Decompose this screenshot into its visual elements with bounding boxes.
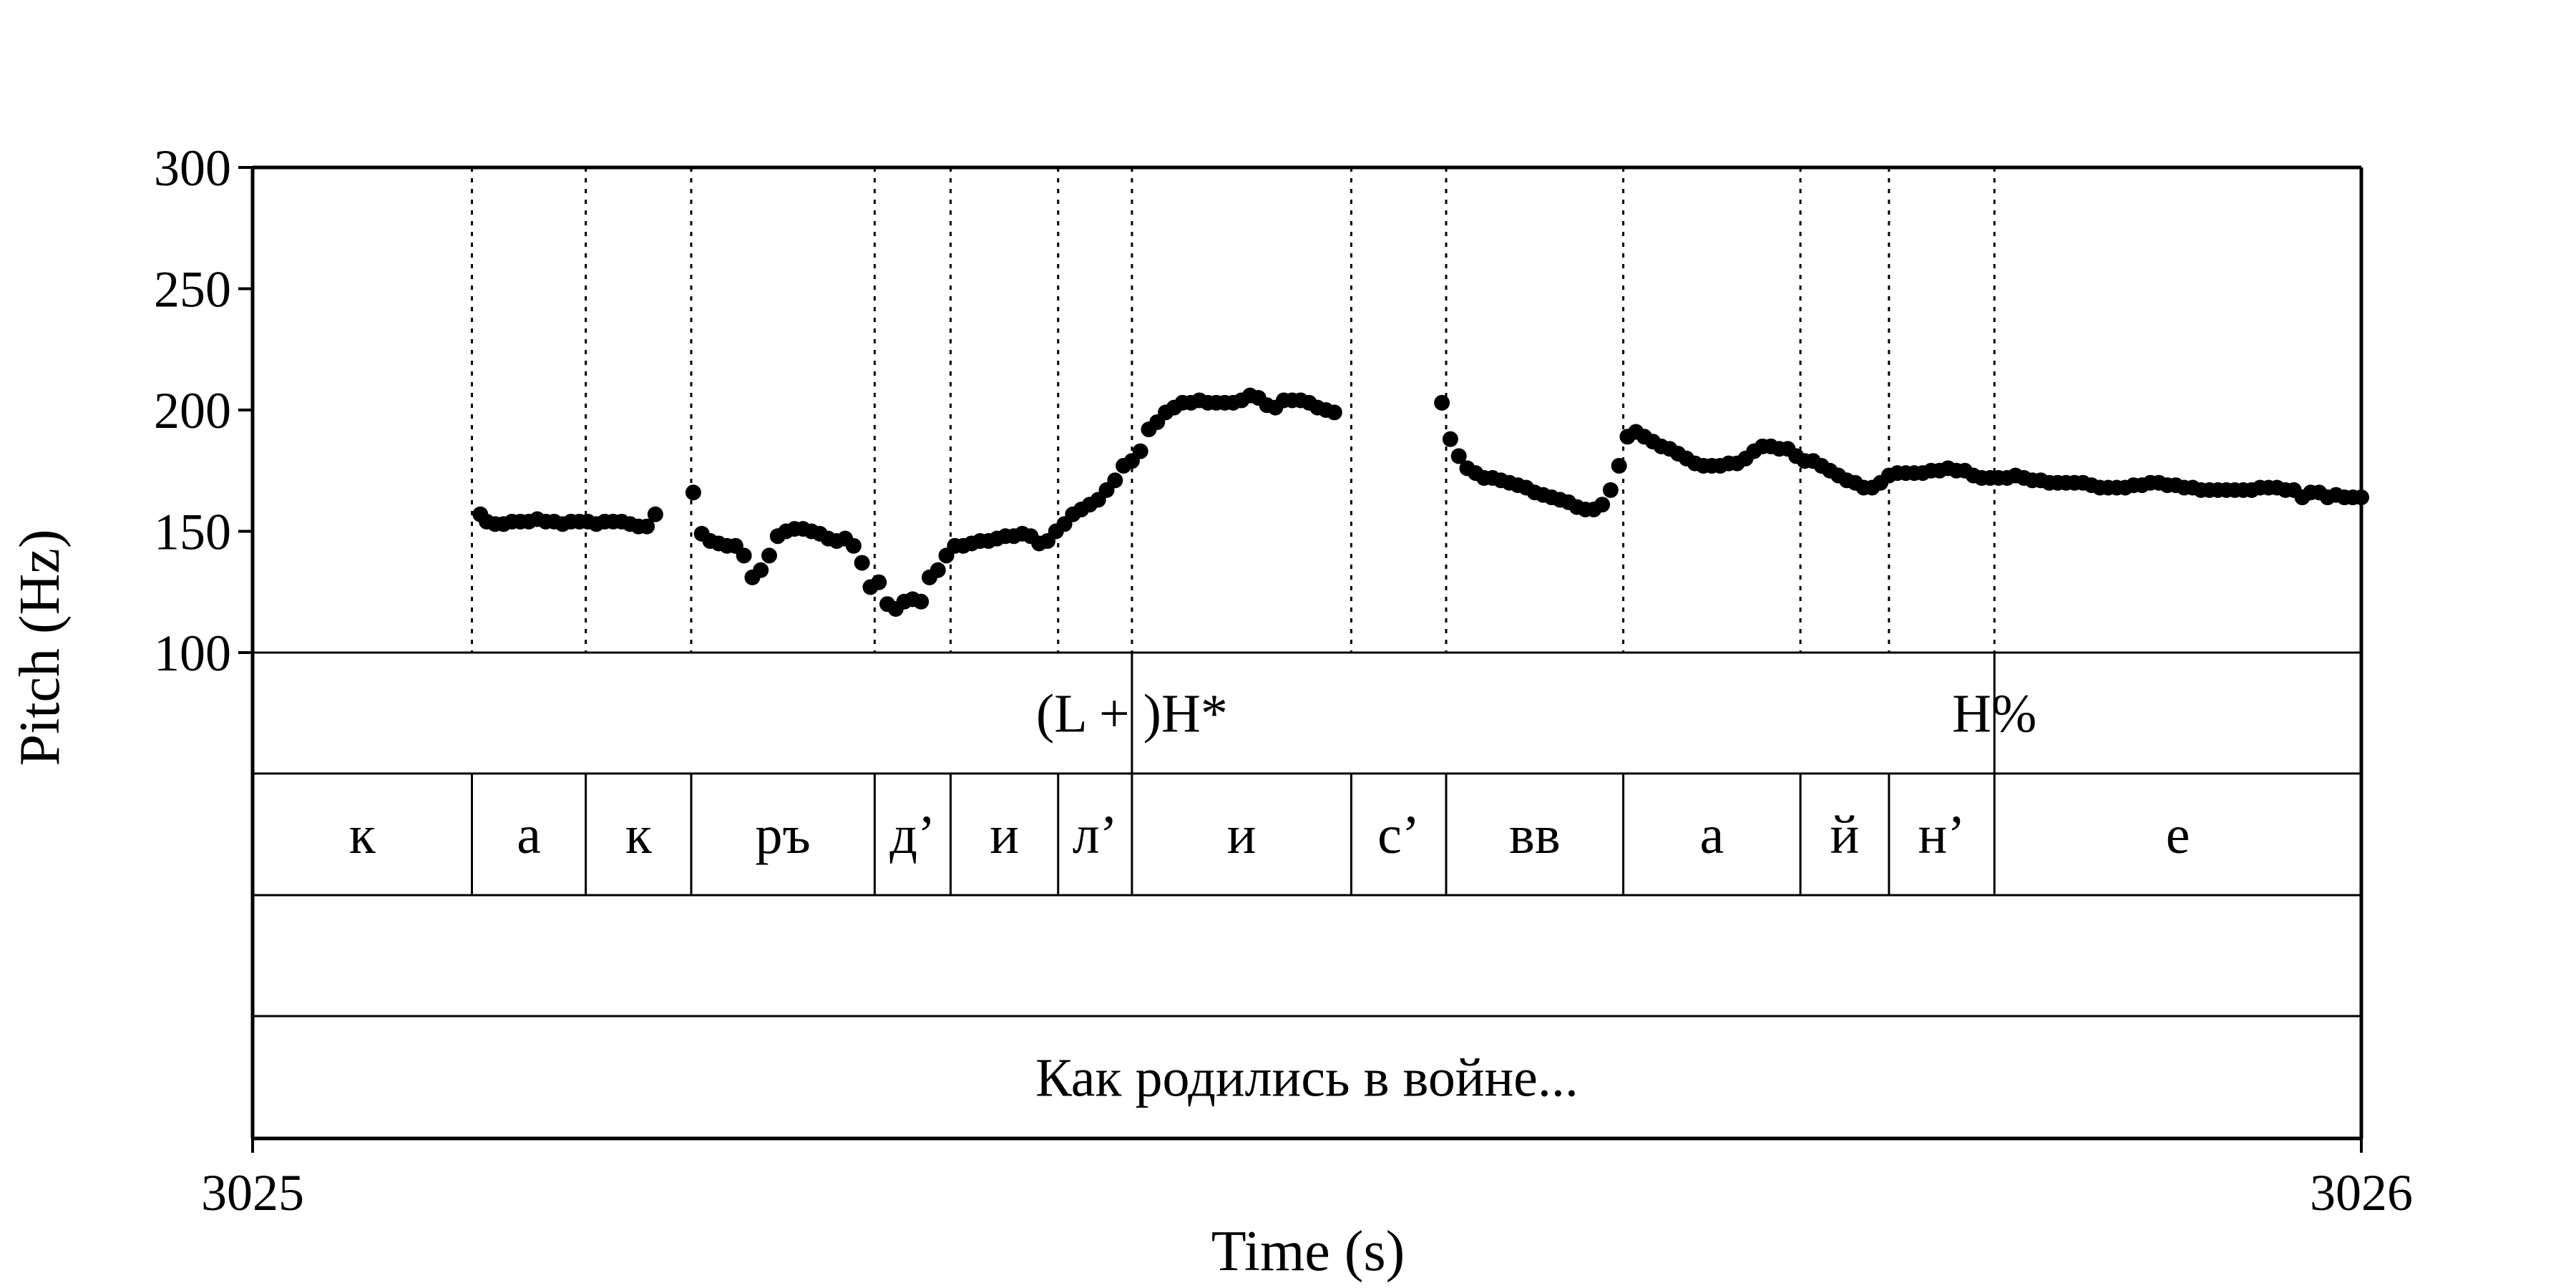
pitch-points <box>472 387 2369 617</box>
sentence-label: Как родились в войне... <box>1035 1048 1579 1108</box>
pitch-point <box>913 593 930 610</box>
segment-label: и <box>1227 805 1257 865</box>
segment-label: й <box>1830 805 1860 865</box>
pitch-point <box>753 562 769 578</box>
segment-label: а <box>1699 805 1724 865</box>
pitch-point <box>647 506 663 522</box>
pitch-point <box>639 518 655 535</box>
segment-label: л’ <box>1073 805 1118 865</box>
pitch-point <box>1434 394 1450 411</box>
y-tick-label: 200 <box>154 382 231 439</box>
segment-label: н’ <box>1918 805 1966 865</box>
x-tick-label: 3025 <box>201 1164 304 1221</box>
pitch-point <box>845 537 862 554</box>
pitch-point <box>685 484 701 501</box>
axes: 100 150 200 250 300 3025 3026 <box>154 140 2413 1221</box>
y-tick-label: 100 <box>154 625 231 682</box>
pitch-point <box>1326 404 1342 421</box>
segment-label: е <box>2166 805 2190 865</box>
segment-label: д’ <box>889 805 935 865</box>
y-axis-title: Pitch (Hz) <box>9 529 72 766</box>
pitch-point <box>736 547 752 564</box>
pitch-point <box>1611 457 1627 474</box>
tier-frame <box>253 651 2361 1018</box>
y-tick-label: 250 <box>154 261 231 318</box>
pitch-point <box>930 562 946 578</box>
x-tick-label: 3026 <box>2310 1164 2413 1221</box>
segment-label: вв <box>1509 805 1561 865</box>
pitch-point <box>1450 448 1467 464</box>
pitch-point <box>1602 482 1619 498</box>
segment-label: и <box>990 805 1019 865</box>
segment-label: к <box>349 805 376 865</box>
y-tick-label: 300 <box>154 140 231 197</box>
pitch-point <box>1594 497 1611 513</box>
x-axis-title: Time (s) <box>1211 1220 1405 1283</box>
pitch-point <box>1442 431 1458 447</box>
pitch-point <box>761 547 778 564</box>
pitch-point <box>871 574 887 590</box>
segment-label: ръ <box>756 805 811 865</box>
segment-label: к <box>625 805 652 865</box>
tone-label: (L + )H* <box>1036 684 1228 744</box>
pitch-point <box>1132 443 1148 459</box>
tone-label: H% <box>1952 684 2036 744</box>
y-tick-label: 150 <box>154 504 231 561</box>
segment-label: а <box>517 805 541 865</box>
pitch-point <box>1107 472 1123 489</box>
segment-label: с’ <box>1377 805 1420 865</box>
tier-labels: (L + )H* H% к а к ръ д’ и л’ и с’ вв а й н’ е Как родили… <box>349 684 2190 1108</box>
pitch-point <box>854 555 870 571</box>
